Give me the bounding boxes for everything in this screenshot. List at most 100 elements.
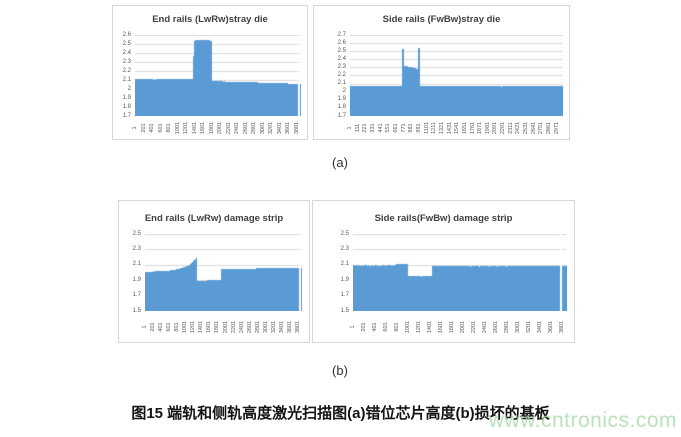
plot-area-end-rails-stray-die — [135, 35, 301, 116]
x-tick-label: 1601 — [206, 320, 213, 333]
x-tick-label: 401 — [158, 321, 165, 332]
x-tick-label: 881 — [408, 122, 415, 133]
chart-title: Side rails (FwBw)stray die — [382, 14, 501, 25]
y-tick-label: 2.1 — [132, 261, 141, 268]
x-tick-label: 3601 — [547, 320, 554, 333]
x-tick-label: 201 — [140, 122, 147, 133]
x-tick-label: 2201 — [225, 121, 232, 134]
x-tick-label: 1101 — [423, 121, 430, 134]
x-tick-label: 1871 — [477, 121, 484, 134]
x-tick-label: 1431 — [446, 121, 453, 134]
y-tick-label: 2.4 — [337, 55, 346, 62]
x-tick-label: 3601 — [286, 320, 293, 333]
y-tick-label: 1.7 — [122, 112, 131, 119]
x-tick-label: 221 — [362, 122, 369, 133]
figure-caption: 图15 端轨和侧轨高度激光扫描图(a)错位芯片高度(b)损坏的基板 — [131, 405, 550, 422]
y-tick-label: 1.9 — [132, 276, 141, 283]
y-tick-label: 1.7 — [132, 292, 141, 299]
x-tick-label: 3201 — [525, 320, 532, 333]
x-tick-label: 2641 — [530, 121, 537, 134]
x-tick-label: 991 — [415, 122, 422, 133]
x-tick-label: 661 — [392, 122, 399, 133]
x-tick-label: 2751 — [538, 121, 545, 134]
chart-canvas — [135, 35, 301, 116]
x-tick-label: 1001 — [174, 121, 181, 134]
x-tick-label: 1201 — [415, 320, 422, 333]
x-tick-label: 2531 — [523, 121, 530, 134]
chart-title: End rails (LwRw) damage strip — [144, 213, 284, 224]
x-tick-label: 3201 — [270, 320, 277, 333]
y-tick-label: 2.5 — [132, 230, 141, 237]
x-tick-label: 1801 — [214, 320, 221, 333]
x-tick-label: 2311 — [507, 121, 514, 134]
x-tick-label: 2201 — [230, 320, 237, 333]
x-tick-label: 2861 — [546, 121, 553, 134]
x-tick-label: 1601 — [437, 320, 444, 333]
x-tick-label: 2001 — [459, 320, 466, 333]
x-tick-label: 1201 — [190, 320, 197, 333]
x-tick-label: 331 — [369, 122, 376, 133]
y-tick-label: 2.1 — [340, 261, 349, 268]
x-tick-label: 2091 — [492, 121, 499, 134]
chart-panel-end-rails-stray-die: End rails (LwRw)stray die 1.7 1.8 1.9 2 2.1 2… — [112, 5, 308, 140]
y-tick-label: 2.1 — [337, 80, 346, 87]
chart-title: Side rails(FwBw) damage strip — [374, 213, 513, 224]
x-tick-label: 2201 — [470, 320, 477, 333]
x-tick-label: 801 — [393, 321, 400, 332]
y-tick-label: 2.7 — [337, 31, 346, 38]
x-tick-label: 1541 — [454, 121, 461, 134]
figure-label-b: (b) — [332, 363, 348, 378]
y-tick-label: 2.5 — [122, 40, 131, 47]
x-tick-label: 201 — [360, 321, 367, 332]
x-tick-label: 2801 — [254, 320, 261, 333]
plot-area-side-rails-stray-die — [350, 35, 563, 116]
x-tick-label: 1401 — [198, 320, 205, 333]
x-tick-label: 3601 — [285, 121, 292, 134]
x-tick-label: 1001 — [182, 320, 189, 333]
x-tick-label: 1 — [142, 324, 148, 329]
y-tick-label: 2 — [342, 88, 346, 95]
chart-panel-side-rails-stray-die: Side rails (FwBw)stray die 1.7 1.8 1.9 2 2.1… — [313, 5, 570, 140]
x-tick-label: 1211 — [431, 121, 438, 134]
y-tick-label: 2.4 — [122, 49, 131, 56]
plot-area-end-rails-damage-strip — [145, 234, 302, 311]
x-tick-label: 401 — [371, 321, 378, 332]
x-tick-label: 2001 — [222, 320, 229, 333]
x-tick-label: 2971 — [553, 121, 560, 134]
y-tick-label: 2.6 — [337, 39, 346, 46]
x-tick-label: 3001 — [259, 121, 266, 134]
chart-canvas — [353, 234, 567, 311]
y-tick-label: 1.7 — [337, 112, 346, 119]
x-tick-label: 1 — [132, 125, 138, 130]
y-tick-label: 1.5 — [340, 307, 349, 314]
x-tick-label: 2801 — [251, 121, 258, 134]
y-tick-label: 2.3 — [340, 245, 349, 252]
x-tick-label: 1201 — [183, 121, 190, 134]
y-tick-label: 1.9 — [337, 96, 346, 103]
x-tick-label: 1321 — [438, 121, 445, 134]
chart-panel-side-rails-damage-strip: Side rails(FwBw) damage strip 1.5 1.7 1.9 2… — [312, 200, 575, 343]
x-tick-label: 2601 — [246, 320, 253, 333]
y-tick-label: 1.8 — [122, 103, 131, 110]
x-tick-label: 2001 — [217, 121, 224, 134]
y-tick-label: 2.5 — [337, 47, 346, 54]
x-tick-label: 1761 — [469, 121, 476, 134]
x-tick-label: 3801 — [558, 320, 565, 333]
y-tick-label: 1.9 — [122, 94, 131, 101]
chart-canvas — [145, 234, 302, 311]
x-tick-label: 2401 — [481, 320, 488, 333]
chart-canvas — [350, 35, 563, 116]
y-tick-label: 2.6 — [122, 31, 131, 38]
x-tick-label: 3201 — [268, 121, 275, 134]
x-tick-label: 3001 — [262, 320, 269, 333]
x-tick-label: 1601 — [200, 121, 207, 134]
y-tick-label: 1.5 — [132, 307, 141, 314]
x-tick-label: 2401 — [238, 320, 245, 333]
x-tick-label: 551 — [385, 122, 392, 133]
x-tick-label: 3401 — [278, 320, 285, 333]
x-tick-label: 2801 — [503, 320, 510, 333]
x-tick-label: 1801 — [448, 320, 455, 333]
x-tick-label: 2601 — [492, 320, 499, 333]
x-tick-label: 3401 — [276, 121, 283, 134]
